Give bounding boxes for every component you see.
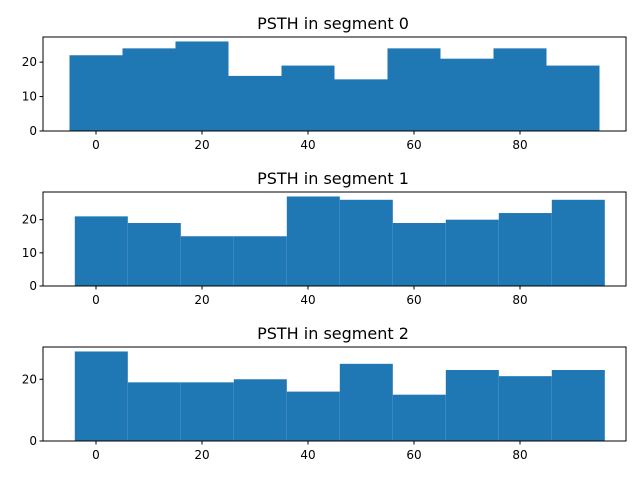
x-tick-label: 80 <box>512 138 527 152</box>
y-tick-label: 0 <box>29 434 37 448</box>
histogram-bar <box>228 75 282 131</box>
histogram-bar <box>74 216 128 286</box>
x-tick-label: 0 <box>92 448 100 462</box>
histogram-bar <box>387 48 441 131</box>
bar-group <box>74 351 605 441</box>
histogram-bar <box>440 58 494 131</box>
axes-frame <box>42 36 627 132</box>
histogram-bar <box>74 351 128 441</box>
subplot-title: PSTH in segment 0 <box>257 14 409 33</box>
x-axis: 0 20 40 60 80 <box>92 131 528 152</box>
x-axis: 0 20 40 60 80 <box>92 286 528 307</box>
subplot-title: PSTH in segment 2 <box>257 324 409 343</box>
histogram-bar <box>339 363 393 441</box>
x-tick-label: 40 <box>300 293 315 307</box>
x-tick-label: 80 <box>512 448 527 462</box>
x-tick-label: 0 <box>92 138 100 152</box>
x-tick-label: 20 <box>194 138 209 152</box>
axes-frame <box>42 191 627 287</box>
histogram-bar <box>180 382 234 441</box>
histogram-bar <box>334 79 388 131</box>
y-tick-label: 20 <box>22 213 37 227</box>
y-tick-label: 10 <box>22 246 37 260</box>
histogram-bar <box>281 65 335 131</box>
histogram-bar <box>180 236 234 286</box>
axes-frame <box>42 346 627 442</box>
x-tick-label: 20 <box>194 293 209 307</box>
histogram-bar <box>546 65 600 131</box>
y-tick-label: 0 <box>29 279 37 293</box>
y-axis: 0 10 20 <box>22 55 43 138</box>
histogram-bar <box>233 236 287 286</box>
x-tick-label: 40 <box>300 448 315 462</box>
histogram-bar <box>339 199 393 286</box>
histogram-bar <box>69 55 123 131</box>
y-axis: 0 10 20 <box>22 213 43 293</box>
histogram-bar <box>127 223 181 286</box>
histogram-bar <box>551 369 605 441</box>
subplot-segment-2: PSTH in segment 2 0 20 0 20 40 60 80 <box>22 324 627 462</box>
bar-group <box>69 41 600 131</box>
histogram-bar <box>122 48 176 131</box>
y-tick-label: 0 <box>29 124 37 138</box>
histogram-bar <box>445 369 499 441</box>
x-tick-label: 60 <box>406 448 421 462</box>
histogram-bar <box>392 394 446 441</box>
x-tick-label: 0 <box>92 293 100 307</box>
histogram-bar <box>498 213 552 286</box>
x-axis: 0 20 40 60 80 <box>92 441 528 462</box>
histogram-bar <box>493 48 547 131</box>
x-tick-label: 80 <box>512 293 527 307</box>
histogram-bar <box>175 41 229 131</box>
subplot-segment-0: PSTH in segment 0 0 10 20 0 20 40 60 80 <box>22 14 627 152</box>
bar-group <box>74 196 605 286</box>
y-tick-label: 20 <box>22 372 37 386</box>
histogram-bar <box>392 223 446 286</box>
histogram-bar <box>127 382 181 441</box>
histogram-bar <box>286 391 340 441</box>
histogram-bar <box>498 376 552 441</box>
x-tick-label: 20 <box>194 448 209 462</box>
subplot-title: PSTH in segment 1 <box>257 169 409 188</box>
subplot-segment-1: PSTH in segment 1 0 10 20 0 20 40 60 80 <box>22 169 627 307</box>
x-tick-label: 60 <box>406 293 421 307</box>
x-tick-label: 60 <box>406 138 421 152</box>
histogram-bar <box>233 379 287 441</box>
histogram-bar <box>445 219 499 286</box>
y-tick-label: 10 <box>22 90 37 104</box>
histogram-bar <box>551 199 605 286</box>
y-tick-label: 20 <box>22 55 37 69</box>
histogram-bar <box>286 196 340 286</box>
x-tick-label: 40 <box>300 138 315 152</box>
y-axis: 0 20 <box>22 372 43 448</box>
